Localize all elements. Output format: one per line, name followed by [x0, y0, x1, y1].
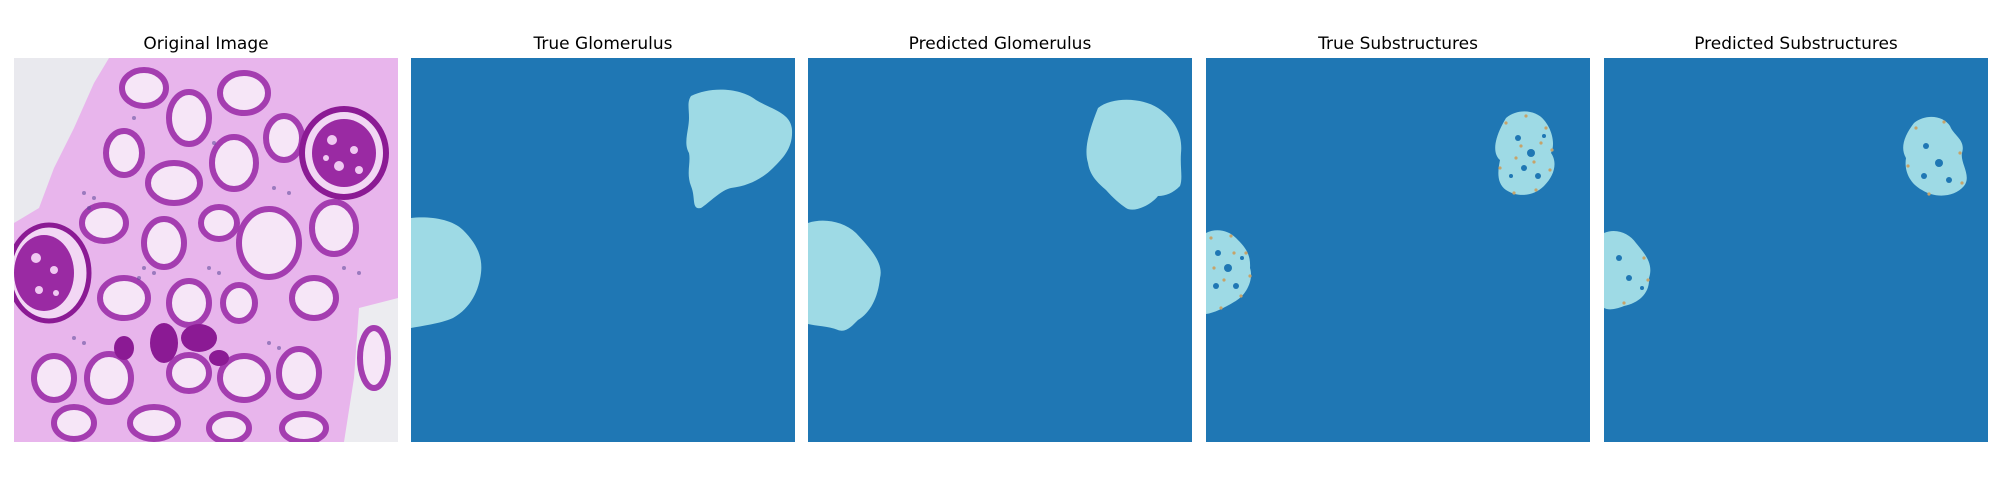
- histology-image: [14, 58, 398, 442]
- panel-title: True Substructures: [1318, 34, 1478, 54]
- panel-true-glomerulus: True Glomerulus: [411, 0, 795, 500]
- panel-true-substructures: True Substructures: [1206, 0, 1590, 500]
- panel-title: Predicted Substructures: [1694, 34, 1898, 54]
- true-glomerulus-mask: [411, 58, 795, 442]
- panel-predicted-glomerulus: Predicted Glomerulus: [808, 0, 1192, 500]
- panel-original-image: Original Image: [14, 0, 398, 500]
- panel-title: Original Image: [143, 34, 269, 54]
- panel-title: Predicted Glomerulus: [908, 34, 1092, 54]
- panel-title: True Glomerulus: [533, 34, 673, 54]
- predicted-substructures-mask: [1604, 58, 1988, 442]
- predicted-glomerulus-mask: [808, 58, 1192, 442]
- panel-predicted-substructures: Predicted Substructures: [1604, 0, 1988, 500]
- true-substructures-mask: [1206, 58, 1590, 442]
